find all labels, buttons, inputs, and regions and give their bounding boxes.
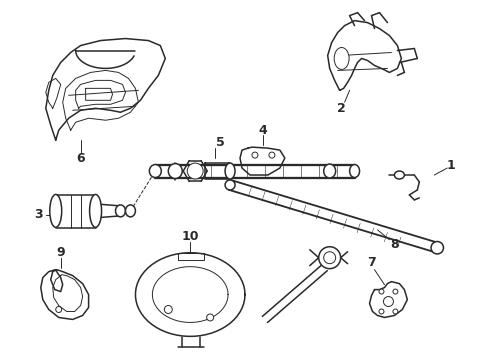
Polygon shape bbox=[136, 253, 245, 336]
Polygon shape bbox=[328, 21, 401, 90]
Ellipse shape bbox=[393, 309, 398, 314]
Ellipse shape bbox=[168, 163, 182, 179]
Text: 5: 5 bbox=[216, 136, 224, 149]
Ellipse shape bbox=[269, 152, 275, 158]
Ellipse shape bbox=[324, 252, 336, 264]
Text: 3: 3 bbox=[34, 208, 43, 221]
Polygon shape bbox=[96, 204, 121, 218]
Ellipse shape bbox=[394, 171, 404, 179]
Ellipse shape bbox=[393, 289, 398, 294]
Text: 1: 1 bbox=[447, 158, 456, 172]
Ellipse shape bbox=[56, 306, 62, 312]
Polygon shape bbox=[46, 39, 165, 140]
Ellipse shape bbox=[187, 163, 203, 179]
Text: 4: 4 bbox=[259, 124, 268, 137]
Text: 8: 8 bbox=[390, 238, 399, 251]
Ellipse shape bbox=[225, 180, 235, 190]
Ellipse shape bbox=[50, 194, 62, 227]
Ellipse shape bbox=[431, 242, 443, 254]
Polygon shape bbox=[240, 147, 285, 175]
Ellipse shape bbox=[225, 163, 235, 179]
Ellipse shape bbox=[90, 194, 101, 227]
Ellipse shape bbox=[318, 247, 341, 269]
Ellipse shape bbox=[384, 297, 393, 306]
Polygon shape bbox=[46, 78, 61, 108]
Ellipse shape bbox=[349, 165, 360, 177]
Polygon shape bbox=[205, 163, 230, 179]
Polygon shape bbox=[86, 88, 113, 100]
Text: 2: 2 bbox=[337, 102, 346, 115]
Polygon shape bbox=[178, 253, 204, 260]
Ellipse shape bbox=[164, 306, 172, 314]
Ellipse shape bbox=[252, 152, 258, 158]
Ellipse shape bbox=[207, 314, 214, 321]
Ellipse shape bbox=[334, 48, 349, 69]
Text: 7: 7 bbox=[367, 256, 376, 269]
Ellipse shape bbox=[379, 309, 384, 314]
Polygon shape bbox=[56, 195, 96, 228]
Ellipse shape bbox=[116, 205, 125, 217]
Text: 6: 6 bbox=[76, 152, 85, 165]
Text: 9: 9 bbox=[56, 246, 65, 259]
Ellipse shape bbox=[379, 289, 384, 294]
Polygon shape bbox=[41, 270, 89, 319]
Text: 10: 10 bbox=[181, 230, 199, 243]
Ellipse shape bbox=[149, 165, 161, 177]
Ellipse shape bbox=[324, 164, 336, 178]
Polygon shape bbox=[369, 282, 407, 318]
Ellipse shape bbox=[125, 205, 135, 217]
